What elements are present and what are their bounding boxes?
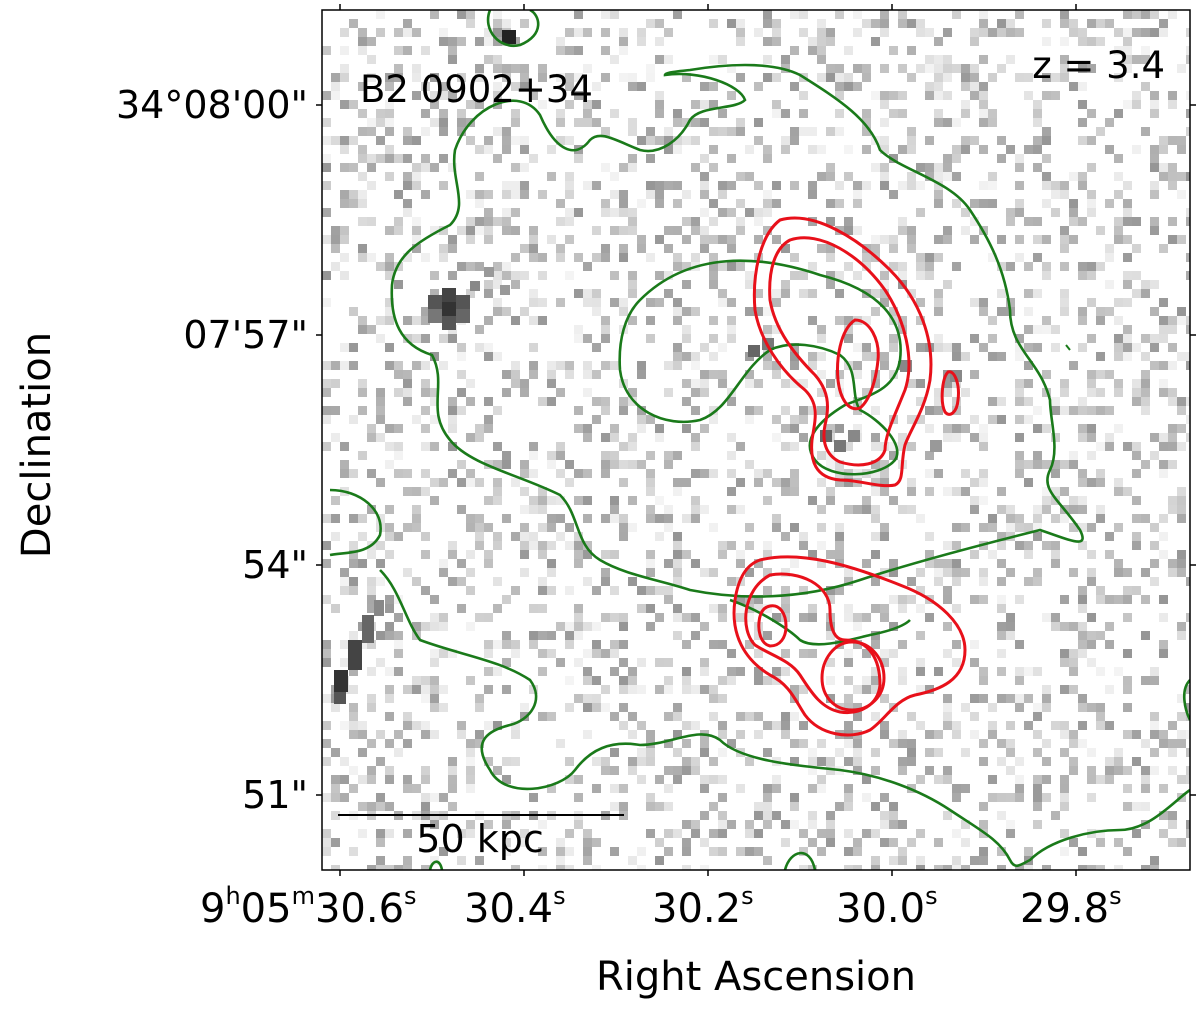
y-tick-label: 51" — [242, 773, 308, 817]
green-contour-large — [329, 10, 540, 557]
red-contours — [732, 216, 967, 737]
compact-source-top — [502, 30, 516, 44]
green-contours — [329, 10, 1190, 870]
y-tick-label: 34°08'00" — [116, 83, 308, 127]
red-contour-south-inner-left — [757, 604, 788, 648]
green-contour-speck — [1065, 344, 1071, 351]
x-tick-label: 30.4s — [464, 882, 566, 932]
red-contour-north-middle — [768, 236, 911, 467]
axis-ticks — [316, 4, 1196, 876]
green-contour-inner-loop — [618, 259, 902, 476]
galaxy-blob-left — [428, 267, 510, 330]
object-label: B2 0902+34 — [360, 68, 593, 111]
red-contour-south-inner-right — [820, 640, 886, 712]
red-contour-south-outer — [732, 555, 967, 737]
red-contour-north-inner — [836, 318, 880, 411]
red-contour-north-satellite — [940, 370, 960, 416]
x-tick-label: 30.0s — [836, 882, 938, 932]
y-axis-label: Declination — [14, 332, 60, 558]
red-contour-north-outer — [752, 216, 933, 488]
green-contour-envelope — [390, 63, 1084, 598]
scale-bar-label: 50 kpc — [416, 817, 543, 861]
x-tick-label-first: 9h05m30.6s — [200, 882, 417, 932]
x-tick-label: 29.8s — [1020, 882, 1122, 932]
y-tick-label: 07'57" — [183, 313, 308, 357]
x-tick-label: 30.2s — [652, 882, 754, 932]
plot-frame — [321, 9, 1191, 871]
galaxy-streak-edge — [334, 600, 384, 704]
green-contour-lower — [379, 569, 1190, 870]
x-axis-label: Right Ascension — [596, 954, 916, 1000]
y-tick-label: 54" — [242, 543, 308, 587]
redshift-label: z = 3.4 — [1032, 44, 1165, 87]
